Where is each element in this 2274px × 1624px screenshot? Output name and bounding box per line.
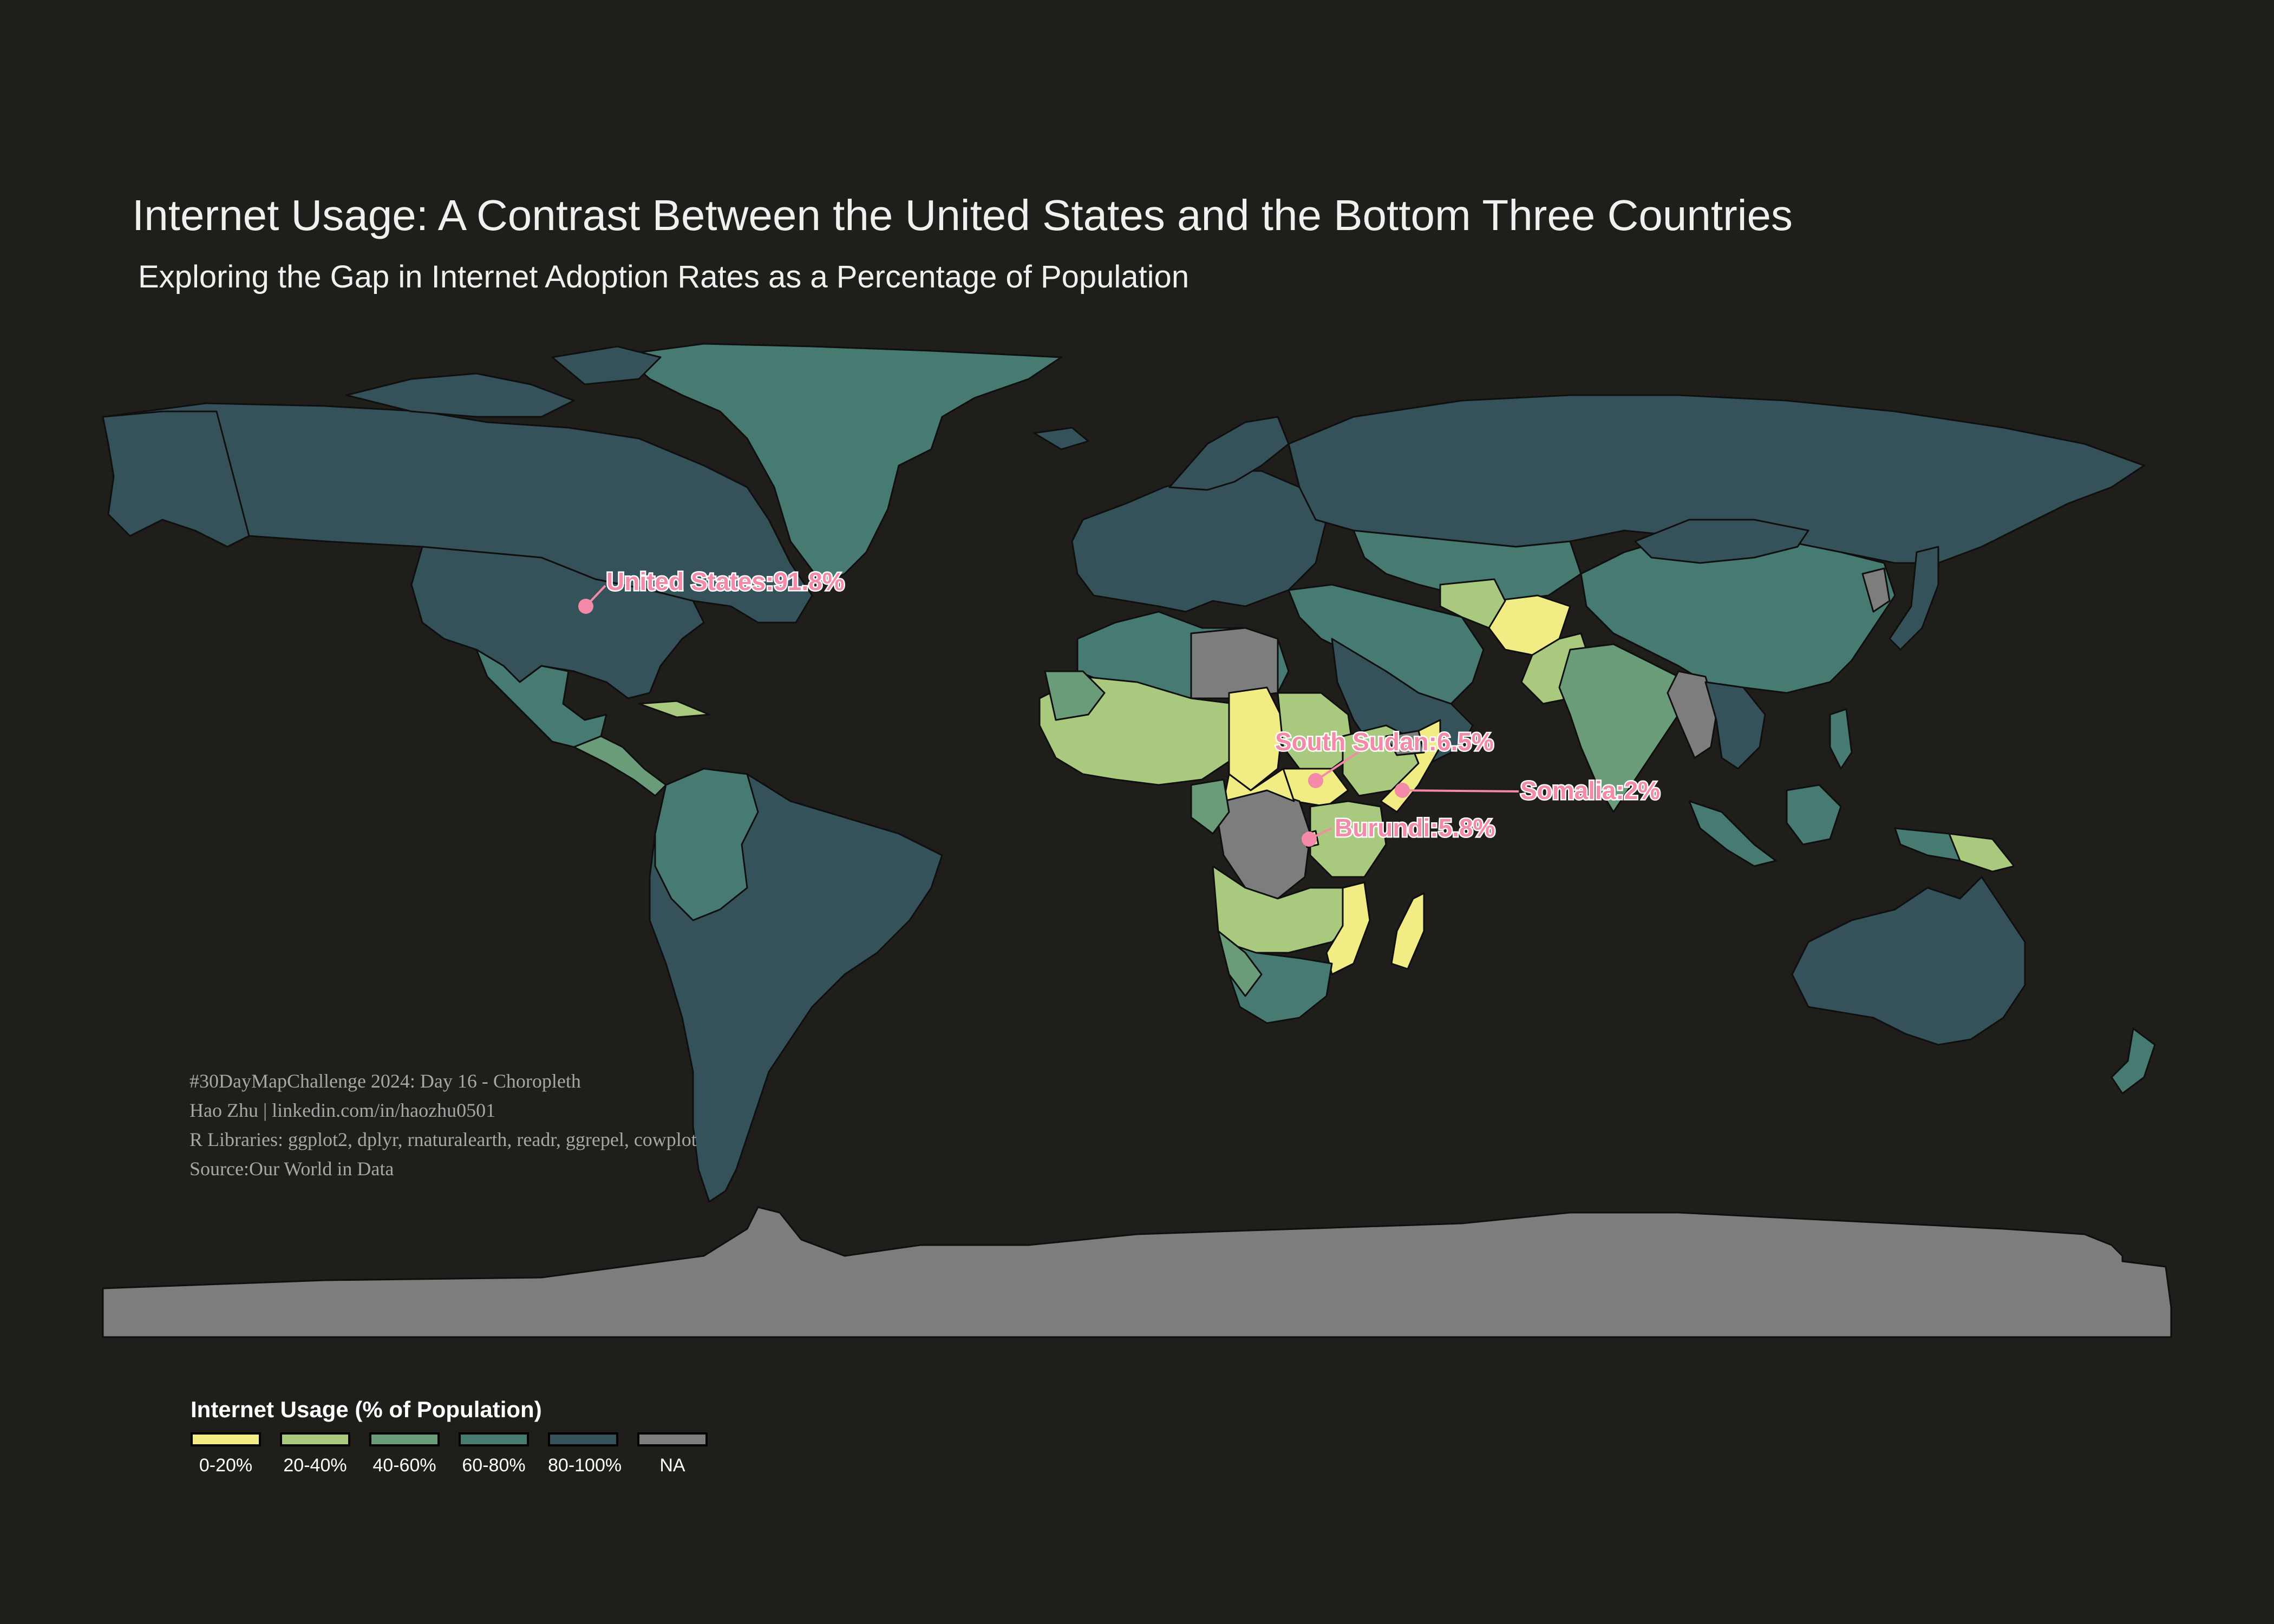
annotation-somalia: Somalia:2% [1395, 775, 1662, 806]
legend-label: 20-40% [283, 1455, 347, 1476]
region-mongolia [1634, 519, 1809, 564]
region-middle-east [1288, 584, 1485, 705]
region-canada-island-2 [551, 345, 662, 385]
legend-item: 60-80% [459, 1432, 548, 1476]
region-madagascar [1390, 892, 1425, 970]
region-andes [654, 768, 759, 921]
annotation-point [1308, 773, 1323, 788]
legend-item: 80-100% [548, 1432, 637, 1476]
credit-line-author: Hao Zhu | linkedin.com/in/haozhu0501 [190, 1099, 496, 1121]
legend-title: Internet Usage (% of Population) [191, 1397, 542, 1422]
credit-line-challenge: #30DayMapChallenge 2024: Day 16 - Chorop… [190, 1070, 581, 1092]
legend-label: 40-60% [373, 1455, 436, 1476]
region-greenland [622, 343, 1062, 586]
annotation-label: United States:91.8% [606, 567, 845, 595]
legend-label: 80-100% [548, 1455, 622, 1476]
annotation-point [1395, 783, 1410, 798]
region-namibia-botswana [1217, 930, 1263, 997]
map-title: Internet Usage: A Contrast Between the U… [132, 191, 1793, 239]
legend-swatch [191, 1432, 261, 1446]
legend-swatch [637, 1432, 708, 1446]
legend-label: 60-80% [462, 1455, 526, 1476]
legend-swatch [459, 1432, 529, 1446]
region-alaska [102, 410, 250, 548]
region-southeast-asia [1704, 681, 1766, 770]
annotation-point [1302, 831, 1317, 847]
region-turkmenistan [1439, 578, 1506, 629]
legend-item: 0-20% [191, 1432, 280, 1476]
annotation-label: South Sudan:6.5% [1275, 728, 1494, 756]
region-cuba [638, 700, 710, 718]
region-gabon-area [1190, 778, 1230, 835]
region-japan [1889, 546, 1939, 651]
legend-items: 0-20% 20-40% 40-60% 60-80% 80-100% NA [191, 1432, 727, 1476]
map-subtitle: Exploring the Gap in Internet Adoption R… [138, 259, 1190, 294]
region-somaliland-na [1385, 730, 1425, 756]
legend: Internet Usage (% of Population) 0-20% 2… [191, 1397, 727, 1476]
region-mexico [475, 649, 607, 748]
region-united-states [410, 546, 705, 699]
region-philippines [1829, 708, 1853, 770]
region-antarctica [102, 1206, 2172, 1338]
region-north-korea [1861, 567, 1891, 613]
legend-swatch [369, 1432, 440, 1446]
region-iceland [1033, 427, 1089, 450]
legend-item: NA [637, 1432, 727, 1476]
legend-item: 40-60% [369, 1432, 459, 1476]
legend-label: NA [659, 1455, 685, 1476]
annotation-south-sudan: South Sudan:6.5% [1274, 726, 1495, 788]
region-new-guinea-west [1894, 827, 1961, 862]
region-central-asia [1352, 529, 1582, 602]
legend-item: 20-40% [280, 1432, 369, 1476]
region-mozambique [1325, 881, 1371, 975]
region-central-america [573, 735, 667, 797]
region-east-africa [1309, 800, 1387, 878]
region-mauritania [1044, 670, 1106, 721]
annotation-burundi: Burundi:5.8% [1302, 813, 1497, 847]
legend-label: 0-20% [199, 1455, 253, 1476]
region-papua-new-guinea [1948, 833, 2015, 873]
annotation-label: Somalia:2% [1520, 776, 1660, 804]
credit-line-source: Source:Our World in Data [190, 1158, 394, 1180]
legend-swatch [280, 1432, 350, 1446]
annotation-point [578, 599, 593, 614]
legend-swatch [548, 1432, 618, 1446]
region-borneo [1786, 784, 1842, 846]
annotation-united-states: United States:91.8% [578, 566, 846, 614]
region-canada-islands [345, 372, 575, 418]
region-indonesia [1688, 800, 1777, 867]
region-india [1558, 643, 1690, 813]
annotation-label: Burundi:5.8% [1335, 814, 1495, 842]
credit-line-libraries: R Libraries: ggplot2, dplyr, rnaturalear… [190, 1129, 697, 1150]
credits: #30DayMapChallenge 2024: Day 16 - Chorop… [190, 1066, 697, 1183]
region-new-zealand [2110, 1027, 2156, 1095]
region-australia [1791, 876, 2026, 1046]
